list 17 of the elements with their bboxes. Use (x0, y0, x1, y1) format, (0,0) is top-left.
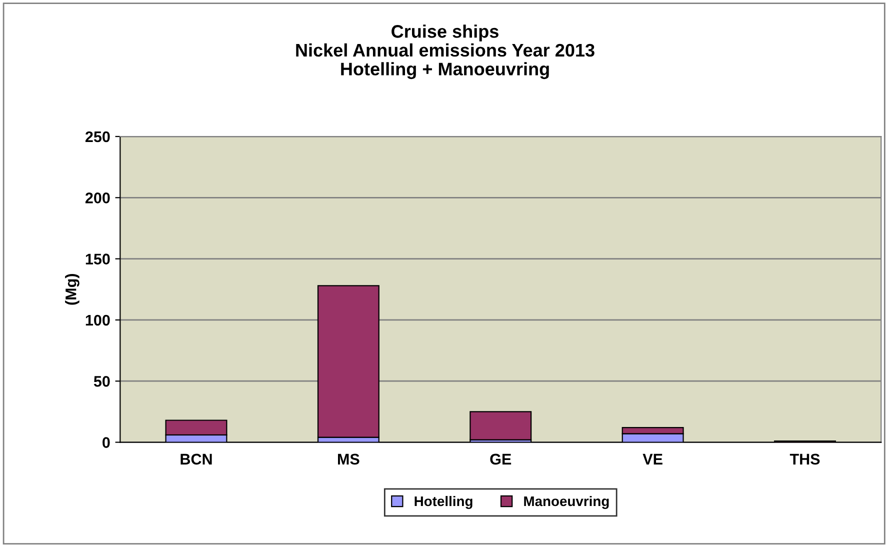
y-tick-label: 200 (85, 192, 110, 204)
x-tick-label: BCN (180, 454, 212, 465)
y-axis-title: (Mg) (65, 274, 80, 305)
chart-title: Cruise ships Nickel Annual emissions Year 2013 Hotelling + Manoeuvring (296, 24, 594, 80)
x-tick-label: VE (642, 454, 662, 464)
y-tick-label: 250 (85, 131, 110, 142)
x-tick-label: MS (338, 454, 360, 465)
legend-label: Manoeuvring (524, 496, 609, 509)
bar (470, 411, 532, 440)
y-tick-label: 0 (102, 437, 110, 448)
y-tick-label: 100 (86, 314, 110, 326)
x-tick-label: GE (490, 454, 512, 465)
bar (317, 285, 380, 438)
legend-label: Hotelling (414, 496, 472, 509)
y-tick-label: 150 (86, 254, 110, 264)
y-tick-label: 50 (94, 376, 110, 387)
x-tick-label: THS (790, 454, 820, 465)
